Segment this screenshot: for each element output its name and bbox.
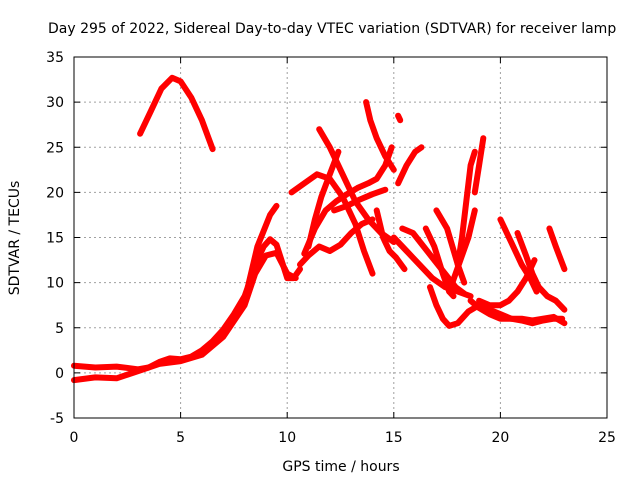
- series-trace-18: [433, 207, 468, 286]
- x-tick-label: 10: [278, 430, 296, 446]
- y-tick-label: 25: [46, 140, 64, 156]
- y-tick-label: 10: [46, 276, 64, 292]
- series-trace-13: [395, 112, 404, 124]
- series-trace-14: [395, 144, 425, 187]
- y-tick-label: -5: [50, 411, 64, 427]
- y-tick-label: 30: [46, 95, 64, 111]
- x-axis-label: GPS time / hours: [282, 459, 399, 475]
- series-trace-26: [514, 230, 568, 313]
- series-trace-4: [137, 74, 216, 153]
- chart-title: Day 295 of 2022, Sidereal Day-to-day VTE…: [48, 21, 616, 37]
- series-trace-23: [467, 297, 566, 327]
- series-trace-15: [399, 225, 468, 297]
- series-trace-21: [471, 135, 487, 196]
- series-trace-12: [373, 207, 408, 273]
- x-tick-label: 20: [491, 430, 509, 446]
- y-tick-label: 15: [46, 231, 64, 247]
- y-tick-label: 35: [46, 50, 64, 66]
- series-trace-20: [454, 148, 478, 268]
- series-trace-2: [71, 249, 299, 384]
- series-trace-16: [390, 234, 474, 300]
- series-trace-3: [241, 202, 280, 304]
- y-axis-label: SDTVAR / TECUs: [7, 181, 23, 296]
- series-trace-27: [546, 225, 568, 273]
- y-tick-label: 20: [46, 185, 64, 201]
- series-trace-10: [363, 99, 397, 173]
- series-trace-11: [331, 186, 389, 214]
- x-tick-label: 0: [70, 430, 79, 446]
- series-trace-5: [288, 171, 376, 277]
- series-trace-25: [476, 257, 538, 309]
- x-tick-label: 5: [176, 430, 185, 446]
- series-trace-24: [497, 216, 540, 295]
- y-tick-label: 0: [55, 366, 64, 382]
- x-axis: 0 5 10 15 20 25: [70, 57, 616, 446]
- y-tick-label: 5: [55, 321, 64, 337]
- x-tick-label: 25: [598, 430, 616, 446]
- x-tick-label: 15: [385, 430, 403, 446]
- chart-series: [71, 74, 568, 384]
- series-trace-6: [297, 216, 376, 268]
- y-axis: -5 0 5 10 15 20 25 30 35: [46, 50, 607, 427]
